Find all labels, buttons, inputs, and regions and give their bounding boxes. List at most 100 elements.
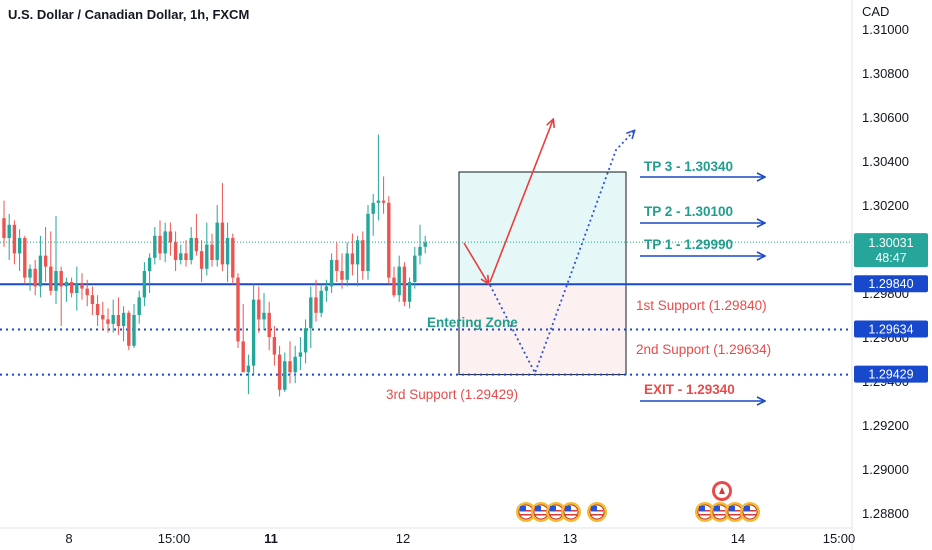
candle-body bbox=[163, 231, 167, 254]
flag-stripe bbox=[699, 514, 711, 516]
candle bbox=[293, 345, 297, 384]
candle-body bbox=[251, 299, 256, 366]
level-price-value: 1.29429 bbox=[868, 368, 913, 382]
candle-body bbox=[189, 238, 193, 260]
chart-title: U.S. Dollar / Canadian Dollar, 1h, FXCM bbox=[8, 7, 249, 22]
candle-body bbox=[257, 299, 261, 320]
candle-body bbox=[85, 288, 89, 296]
candle-body bbox=[132, 315, 136, 346]
candle-body bbox=[288, 361, 292, 373]
candle bbox=[28, 264, 32, 291]
candle bbox=[184, 240, 188, 267]
tp-zone-box bbox=[458, 171, 627, 285]
level-price-badge bbox=[854, 275, 928, 293]
us-flag-icon[interactable] bbox=[740, 502, 760, 522]
candle-body bbox=[225, 238, 230, 265]
candle bbox=[142, 262, 147, 307]
us-flag-icon[interactable] bbox=[531, 502, 551, 522]
tp3-label: TP 3 - 1.30340 bbox=[644, 159, 733, 174]
candle-body bbox=[407, 282, 412, 302]
plot-area[interactable]: TP 3 - 1.30340 TP 2 - 1.30100 TP 1 - 1.299… bbox=[0, 120, 852, 402]
candle-body bbox=[23, 238, 27, 278]
candle-body bbox=[345, 253, 349, 280]
candle bbox=[298, 337, 303, 370]
us-flag-icon[interactable] bbox=[516, 502, 536, 522]
candle bbox=[153, 227, 157, 265]
currency-label: CAD bbox=[862, 4, 889, 19]
time-axis[interactable]: 8 15:00 11 12 13 14 15:00 bbox=[0, 481, 855, 546]
x-tick-label: 12 bbox=[396, 531, 410, 546]
ca-flag-icon[interactable] bbox=[712, 481, 732, 501]
current-price-value: 1.30031 bbox=[868, 236, 913, 250]
candle-body bbox=[215, 222, 219, 260]
candle-body bbox=[293, 356, 297, 373]
candle bbox=[33, 260, 37, 296]
candle bbox=[283, 352, 287, 392]
candle-body bbox=[246, 365, 251, 373]
us-flag-icon[interactable] bbox=[587, 502, 607, 522]
flag-canton bbox=[520, 506, 526, 511]
us-flag-icon[interactable] bbox=[710, 502, 730, 522]
candle bbox=[7, 213, 11, 260]
x-tick-label: 13 bbox=[563, 531, 577, 546]
maple-leaf bbox=[719, 487, 725, 494]
tp2-label: TP 2 - 1.30100 bbox=[644, 204, 733, 219]
y-tick-label: 1.30200 bbox=[862, 198, 909, 213]
y-tick-label: 1.29000 bbox=[862, 462, 909, 477]
flag-canton bbox=[699, 506, 705, 511]
candle bbox=[194, 213, 199, 256]
candle bbox=[392, 266, 396, 298]
candle-body bbox=[147, 257, 152, 271]
candle bbox=[49, 231, 53, 296]
candle bbox=[116, 297, 121, 335]
candle bbox=[23, 235, 27, 285]
candle-body bbox=[283, 361, 287, 390]
candle-body bbox=[111, 315, 115, 324]
candle-body bbox=[277, 354, 282, 390]
event-icons[interactable] bbox=[516, 481, 760, 522]
us-flag-icon[interactable] bbox=[561, 502, 581, 522]
candle bbox=[173, 231, 178, 271]
candle-body bbox=[7, 224, 11, 238]
candle bbox=[246, 354, 251, 395]
flag-canton bbox=[565, 506, 571, 511]
flag-canton bbox=[714, 506, 720, 511]
candle bbox=[210, 233, 214, 267]
candle bbox=[355, 235, 360, 287]
candle-body bbox=[49, 266, 53, 291]
candle bbox=[231, 233, 235, 285]
candle-body bbox=[127, 312, 131, 346]
candle-body bbox=[168, 231, 173, 243]
candle bbox=[309, 286, 313, 348]
candle bbox=[397, 255, 401, 302]
x-tick-label: 8 bbox=[65, 531, 72, 546]
candle bbox=[168, 222, 173, 256]
candle bbox=[199, 240, 204, 282]
candle bbox=[413, 246, 417, 289]
candle bbox=[54, 216, 58, 304]
candle-body bbox=[376, 200, 381, 203]
candle-body bbox=[95, 304, 100, 315]
y-tick-label: 1.31000 bbox=[862, 22, 909, 37]
candle-body bbox=[366, 213, 370, 271]
candle-body bbox=[184, 253, 188, 260]
candle bbox=[12, 220, 17, 265]
candle bbox=[205, 222, 209, 276]
candle bbox=[402, 262, 407, 307]
candle-body bbox=[12, 224, 17, 254]
candle-body bbox=[69, 282, 74, 293]
candle bbox=[38, 235, 43, 298]
candle bbox=[267, 301, 271, 351]
candle-body bbox=[101, 315, 105, 320]
price-axis[interactable]: 1.31000 1.30800 1.30600 1.30400 1.30200 1.300… bbox=[851, 0, 928, 550]
candle-body bbox=[205, 244, 209, 269]
level-price-badge bbox=[854, 365, 928, 383]
y-tick-label: 1.30400 bbox=[862, 154, 909, 169]
candle-body bbox=[59, 271, 63, 287]
candle bbox=[111, 299, 115, 333]
candle-body bbox=[153, 235, 157, 258]
us-flag-icon[interactable] bbox=[546, 502, 566, 522]
candle-body bbox=[17, 238, 22, 254]
candle bbox=[303, 319, 308, 364]
